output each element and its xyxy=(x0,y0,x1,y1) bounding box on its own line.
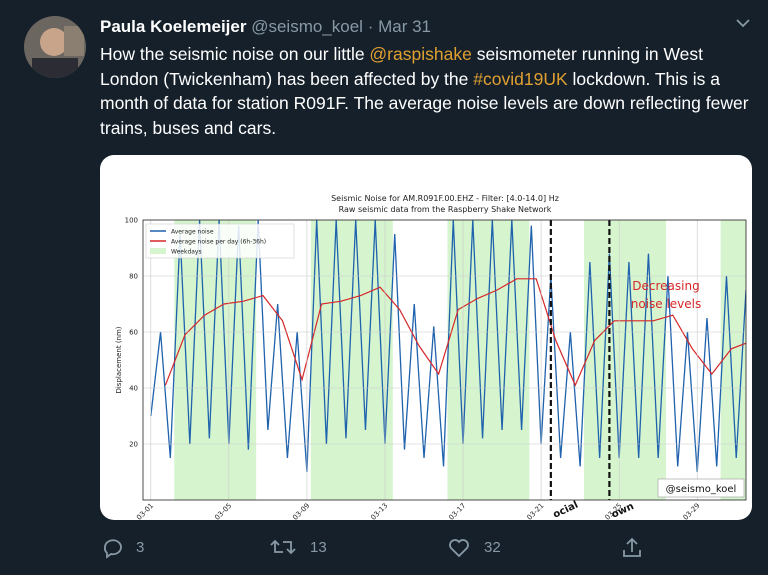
tweet-text-segment: How the seismic noise on our little xyxy=(100,44,370,64)
tweet-header: Paula Koelemeijer @seismo_koel · Mar 31 xyxy=(100,17,431,37)
y-tick-label: 40 xyxy=(129,385,138,393)
tweet-text-segment: lockdown. This is a month of data for st… xyxy=(100,68,749,138)
chart-title: Seismic Noise for AM.R091F.00.EHZ - Filt… xyxy=(331,194,559,203)
share-icon[interactable] xyxy=(623,537,641,557)
tweet-link[interactable]: @raspishake xyxy=(369,44,472,64)
avatar[interactable] xyxy=(24,16,86,78)
watermark-box xyxy=(657,478,745,498)
annotation: Decreasing noise levels xyxy=(631,279,702,311)
plot-frame xyxy=(142,219,747,501)
y-tick-label: 100 xyxy=(125,217,138,225)
y-tick-label: 20 xyxy=(129,441,138,449)
legend-label: Weekdays xyxy=(171,249,202,256)
chart-subtitle: Raw seismic data from the Raspberry Shak… xyxy=(339,205,552,214)
author[interactable]: Paula Koelemeijer xyxy=(100,17,247,36)
weekday-span xyxy=(584,220,666,500)
weekday-span xyxy=(310,220,393,500)
y-tick-label: 80 xyxy=(129,273,138,281)
date[interactable]: Mar 31 xyxy=(378,17,432,36)
tweet-text-segment: seismometer running in West London (Twic… xyxy=(100,44,703,89)
chart-card[interactable]: Seismic Noise for AM.R091F.00.EHZ - Filt… xyxy=(100,155,752,520)
reply-count: 3 xyxy=(136,539,145,556)
y-tick-label: 60 xyxy=(129,329,138,337)
handle[interactable]: @seismo_koel xyxy=(251,17,363,36)
retweet-icon[interactable] xyxy=(270,539,296,555)
weekday-span xyxy=(174,220,257,500)
like-count: 32 xyxy=(484,539,501,556)
weekday-span xyxy=(447,220,530,500)
plot-area xyxy=(150,220,746,500)
reply-icon[interactable] xyxy=(103,539,122,559)
more-caret[interactable] xyxy=(736,18,750,28)
daily-average-line xyxy=(164,278,746,387)
legend-label: Average noise per day (6h-36h) xyxy=(171,239,266,246)
watermark: @seismo_koel xyxy=(666,484,737,495)
legend-box xyxy=(145,223,295,259)
retweet-count: 13 xyxy=(310,539,327,556)
action-icons xyxy=(103,537,641,559)
annotation-line: Decreasing xyxy=(632,279,699,293)
tweet-link[interactable]: #covid19UK xyxy=(473,68,568,89)
y-axis-label: Displacement (nm) xyxy=(115,326,123,393)
like-icon[interactable] xyxy=(449,539,469,558)
tweet-text: How the seismic noise on our little @ras… xyxy=(100,42,755,140)
legend-swatch xyxy=(150,248,166,254)
separator: · xyxy=(367,17,374,36)
legend-label: Average noise xyxy=(171,229,214,236)
annotation-line: noise levels xyxy=(631,297,702,311)
